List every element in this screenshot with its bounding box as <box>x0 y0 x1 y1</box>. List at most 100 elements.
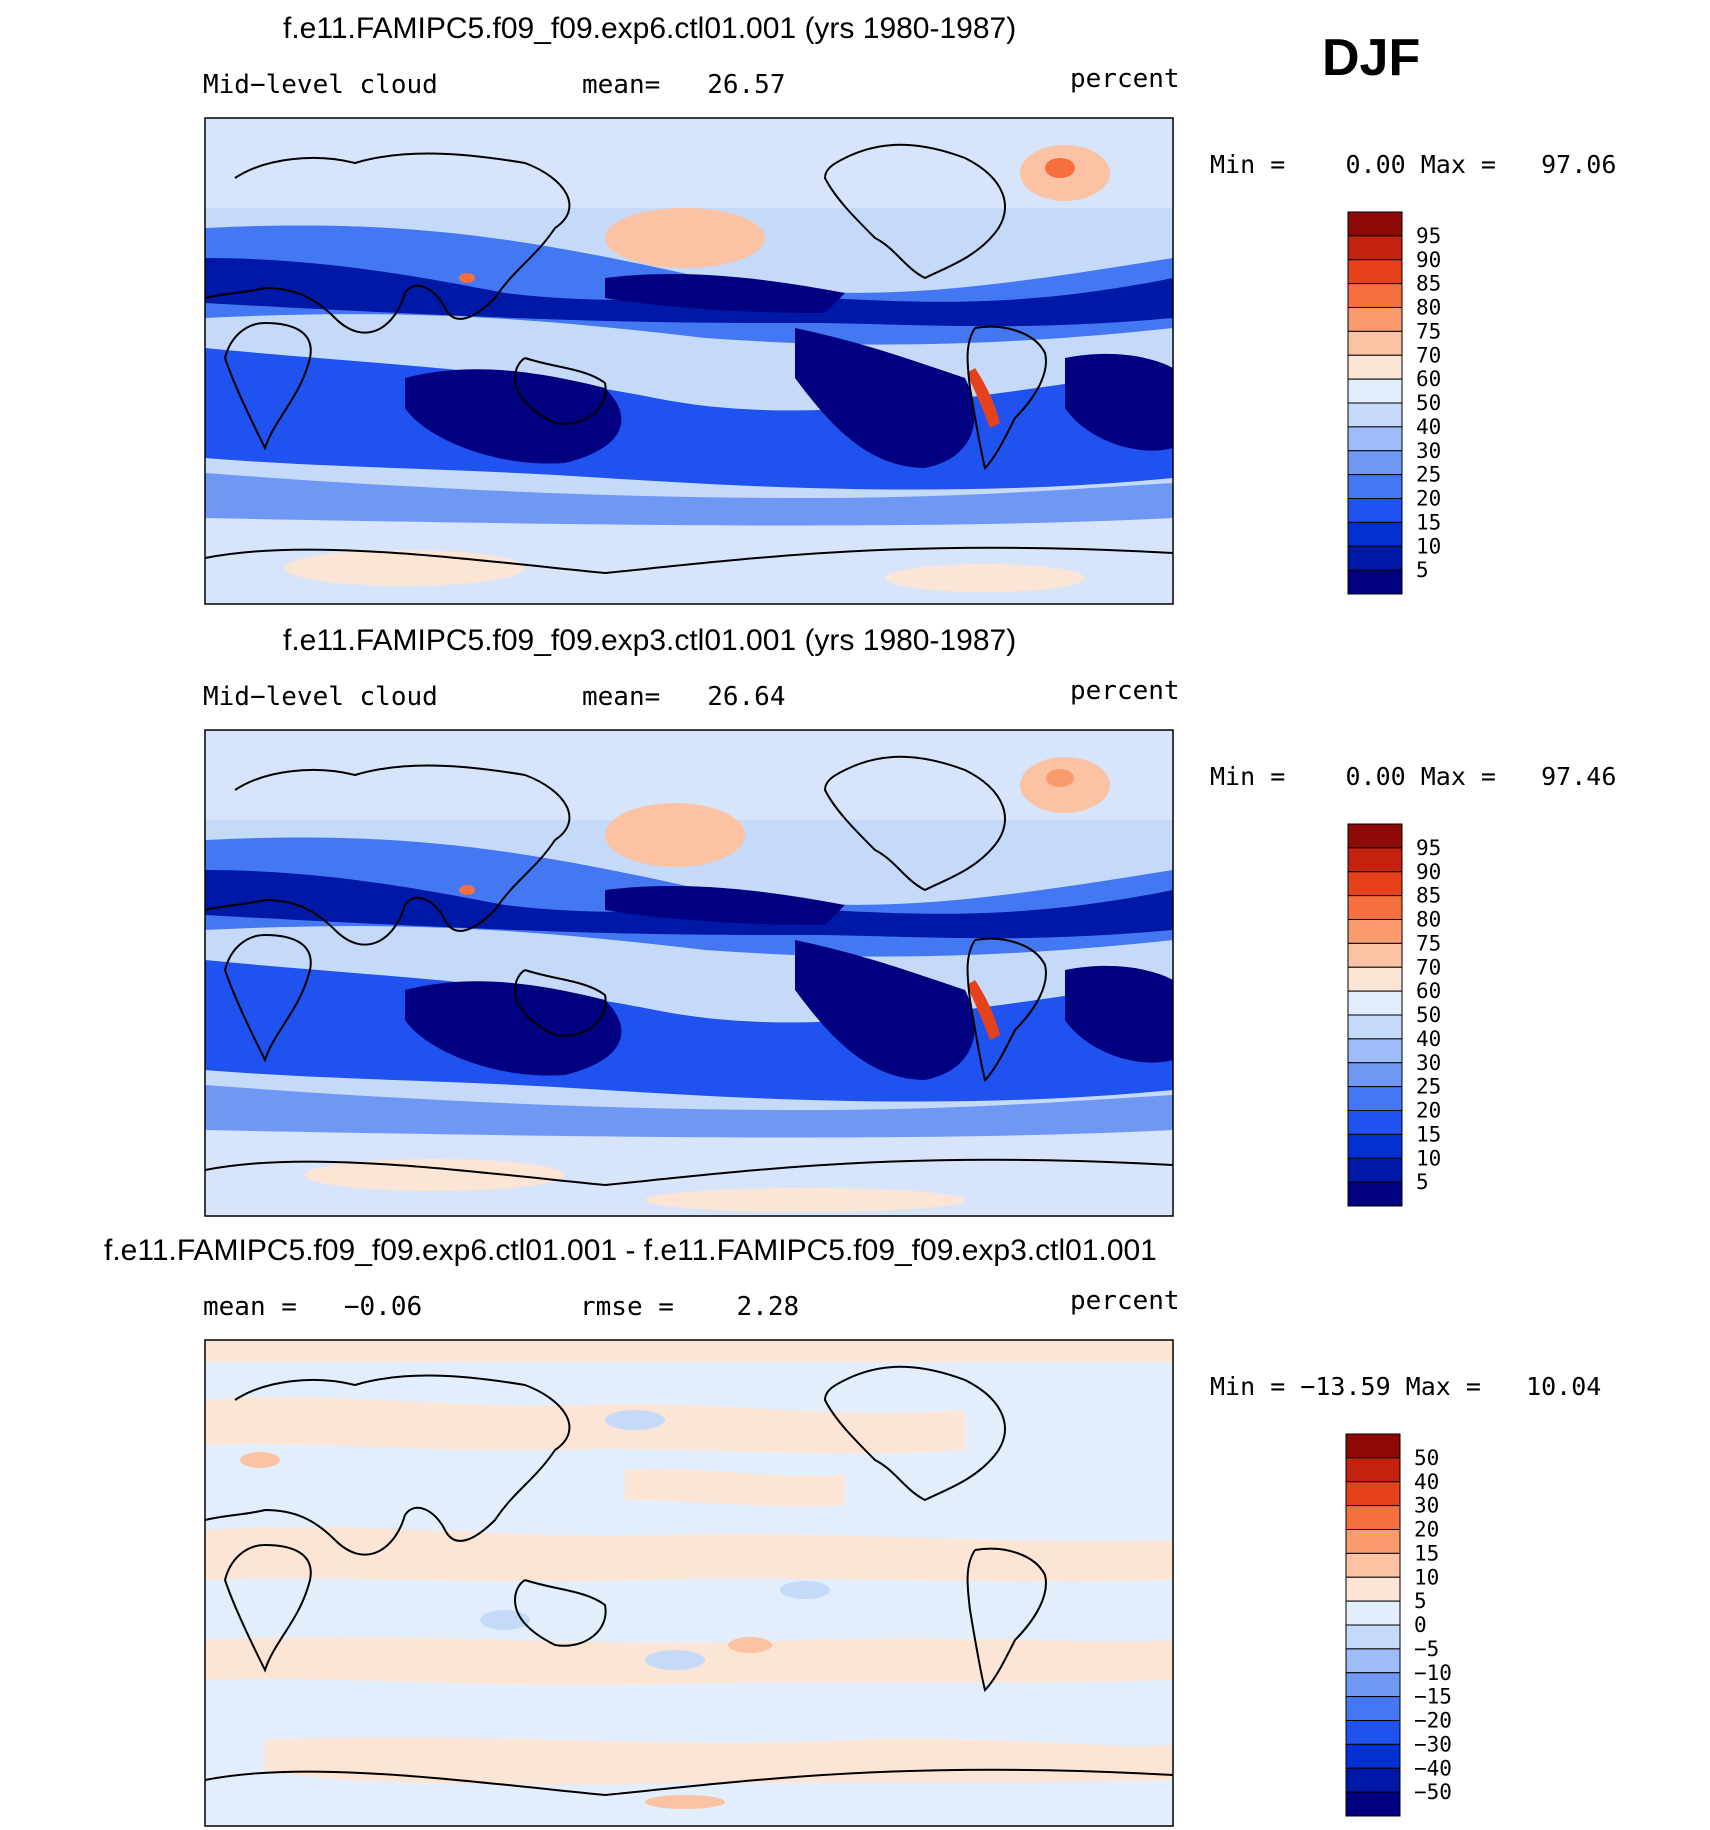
colorbar1-swatch <box>1347 1181 1403 1207</box>
colorbar2-swatch <box>1345 1672 1401 1698</box>
colorbar2-swatch <box>1345 1767 1401 1793</box>
panel1-variable: Mid−level cloud <box>203 70 438 100</box>
colorbar2-tick-label: 10 <box>1414 1565 1439 1589</box>
colorbar2-tick-label: −40 <box>1414 1756 1452 1780</box>
colorbar0-swatch <box>1347 235 1403 261</box>
colorbar2-swatch <box>1345 1720 1401 1745</box>
colorbar2-tick-label: 15 <box>1414 1541 1439 1565</box>
panel3-warm-dot-3 <box>645 1795 725 1809</box>
colorbar2-swatch <box>1345 1600 1401 1626</box>
panel2-andes-hot <box>967 980 1000 1040</box>
colorbar1-swatch <box>1347 1014 1403 1040</box>
panel1-mean: mean= 26.57 <box>582 70 786 100</box>
colorbar2-tick-label: −5 <box>1414 1637 1439 1661</box>
panel1-coastlines <box>205 143 1173 575</box>
colorbar1-swatch <box>1347 1110 1403 1135</box>
colorbar0-tick-label: 10 <box>1416 534 1441 558</box>
colorbar0-tick-label: 20 <box>1416 487 1441 511</box>
colorbar2-tick-label: −20 <box>1414 1709 1452 1733</box>
colorbar2-swatch <box>1345 1481 1401 1507</box>
colorbar2-swatch <box>1345 1791 1401 1817</box>
colorbar1-swatch <box>1347 823 1403 849</box>
colorbar2-tick-label: 0 <box>1414 1613 1427 1637</box>
colorbar2-tick-label: −10 <box>1414 1661 1452 1685</box>
panel1-deep-south-3 <box>1065 353 1173 451</box>
colorbar1-swatch <box>1347 966 1403 992</box>
colorbar2-swatch <box>1345 1457 1401 1483</box>
panel3-blue-2 <box>645 1650 705 1670</box>
panel3-top-warm <box>205 1340 1173 1362</box>
colorbar0-swatch <box>1347 498 1403 523</box>
colorbar2-swatch <box>1345 1696 1401 1721</box>
panel3-warm-1 <box>205 1397 965 1454</box>
colorbar0-swatch <box>1347 378 1403 404</box>
colorbar1-swatch <box>1347 1133 1403 1159</box>
colorbar1-tick-label: 25 <box>1416 1075 1441 1099</box>
colorbar2-tick-label: 40 <box>1414 1470 1439 1494</box>
panel1-deep-north <box>205 258 1173 327</box>
panel2-greenland-hot <box>1046 769 1074 787</box>
panel3-rmse: rmse = 2.28 <box>580 1292 800 1322</box>
colorbar2-swatch <box>1345 1529 1401 1554</box>
panel1-band-north <box>205 118 1173 208</box>
colorbar0-swatch <box>1347 450 1403 476</box>
colorbar1-tick-label: 75 <box>1416 931 1441 955</box>
panel1-npac-warm <box>605 208 765 268</box>
colorbar2-swatch <box>1345 1624 1401 1650</box>
colorbar0-swatch <box>1347 283 1403 308</box>
panel2-deep-south-1 <box>405 981 622 1076</box>
colorbar1-tick-label: 70 <box>1416 955 1441 979</box>
panel3-warm-2 <box>205 1527 1173 1582</box>
panel1-andes-hot <box>967 368 1000 428</box>
colorbar0-swatch <box>1347 354 1403 380</box>
panel1-deep-south-1 <box>405 369 622 464</box>
panel3-units: percent <box>1070 1286 1180 1316</box>
colorbar1-tick-label: 15 <box>1416 1122 1441 1146</box>
panel3-warm-4 <box>625 1468 845 1507</box>
colorbar0-tick-label: 95 <box>1416 224 1441 248</box>
panel3-map <box>204 1339 1174 1827</box>
colorbar0-swatch <box>1347 330 1403 356</box>
panel2-minmax: Min = 0.00 Max = 97.46 <box>1210 762 1617 791</box>
colorbar2-tick-label: −30 <box>1414 1732 1452 1756</box>
colorbar0-swatch <box>1347 426 1403 452</box>
colorbar2-tick-label: 30 <box>1414 1494 1439 1518</box>
colorbar2-tick-label: −15 <box>1414 1685 1452 1709</box>
colorbar1-swatch <box>1347 1062 1403 1088</box>
colorbar1-swatch <box>1347 919 1403 944</box>
panel2-variable: Mid−level cloud <box>203 682 438 712</box>
colorbar1-tick-label: 95 <box>1416 836 1441 860</box>
colorbar1-swatch <box>1347 942 1403 968</box>
panel1-antarctic-warm <box>285 550 525 586</box>
colorbar1-tick-label: 60 <box>1416 979 1441 1003</box>
colorbar2-swatch <box>1345 1743 1401 1769</box>
colorbar1-tick-label: 50 <box>1416 1003 1441 1027</box>
panel2-deep-north <box>205 870 1173 939</box>
colorbar0-tick-label: 85 <box>1416 272 1441 296</box>
panel1-title: f.e11.FAMIPC5.f09_f09.exp6.ctl01.001 (yr… <box>283 12 1017 45</box>
colorbar2-swatch <box>1345 1648 1401 1674</box>
colorbar0-swatch <box>1347 521 1403 547</box>
panel2-antarctic-warm <box>305 1159 565 1191</box>
colorbar1-tick-label: 80 <box>1416 908 1441 932</box>
panel2-units: percent <box>1070 676 1180 706</box>
panel3-blue-3 <box>780 1581 830 1599</box>
colorbar1-tick-label: 10 <box>1416 1146 1441 1170</box>
panel3-mean: mean = −0.06 <box>203 1292 423 1322</box>
colorbar1-tick-label: 40 <box>1416 1027 1441 1051</box>
panel3-minmax: Min = −13.59 Max = 10.04 <box>1210 1372 1602 1401</box>
colorbar0-swatch <box>1347 402 1403 428</box>
colorbar0-swatch <box>1347 259 1403 285</box>
colorbar0-tick-label: 40 <box>1416 415 1441 439</box>
panel3-coastlines <box>205 1365 1173 1797</box>
panel3-title: f.e11.FAMIPC5.f09_f09.exp6.ctl01.001 - f… <box>104 1234 1157 1267</box>
colorbar2-tick-label: 20 <box>1414 1518 1439 1542</box>
colorbar2-swatch <box>1345 1433 1401 1459</box>
colorbar0-tick-label: 15 <box>1416 510 1441 534</box>
colorbar2-tick-label: 50 <box>1414 1446 1439 1470</box>
panel1-deep-south-2 <box>795 328 975 468</box>
colorbar0-swatch <box>1347 307 1403 332</box>
season-label: DJF <box>1322 29 1421 87</box>
colorbar1-tick-label: 5 <box>1416 1170 1429 1194</box>
